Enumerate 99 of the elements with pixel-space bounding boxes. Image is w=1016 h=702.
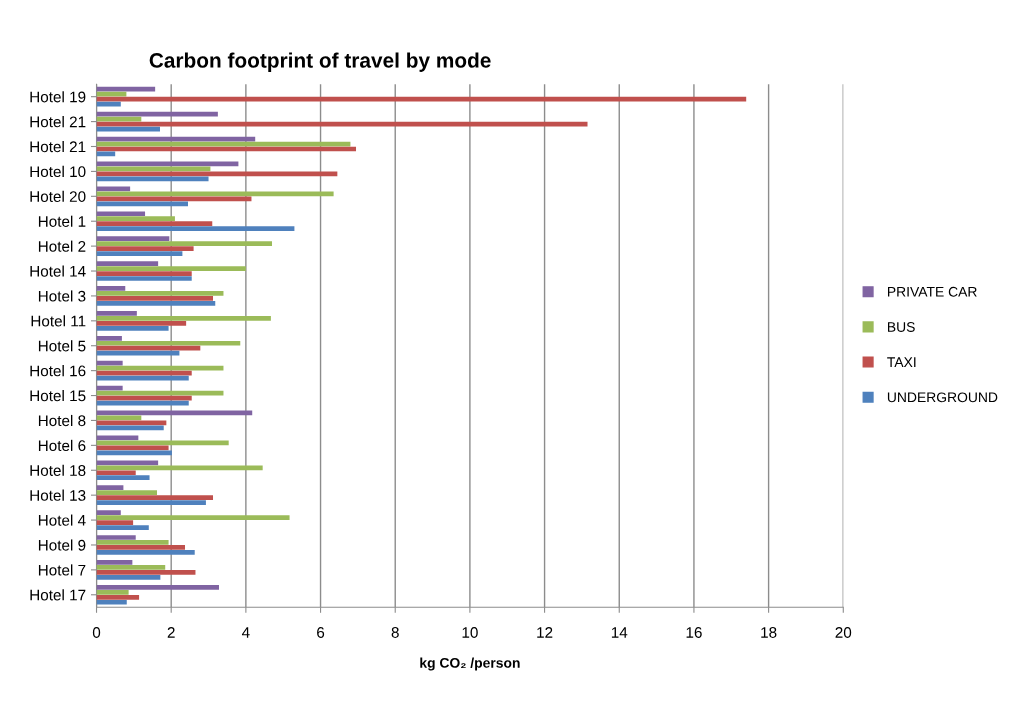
x-tick-label: 4 xyxy=(241,627,250,638)
y-tick-label: Hotel 18 xyxy=(30,464,86,476)
bar xyxy=(96,335,122,341)
bar xyxy=(96,450,172,456)
y-tick-label: Hotel 4 xyxy=(38,514,86,526)
bar xyxy=(96,365,224,371)
bar xyxy=(96,186,131,192)
y-tick-label: Hotel 3 xyxy=(38,290,86,302)
bar xyxy=(96,320,187,326)
bar xyxy=(96,445,169,451)
bar xyxy=(96,599,127,605)
bar xyxy=(96,485,124,491)
bar xyxy=(96,216,175,222)
bar xyxy=(96,221,213,227)
bar xyxy=(96,241,273,246)
y-tick-label: Hotel 15 xyxy=(30,390,86,402)
bar xyxy=(96,470,136,476)
bar xyxy=(96,91,127,97)
x-tick-label: 18 xyxy=(761,627,777,638)
x-tick-label: 10 xyxy=(462,627,478,638)
bar xyxy=(96,191,334,197)
bar xyxy=(96,261,159,266)
x-tick-label: 14 xyxy=(611,627,628,638)
bar xyxy=(96,510,121,515)
y-tick-label: Hotel 2 xyxy=(38,240,86,252)
x-tick-label: 0 xyxy=(92,627,101,638)
x-tick-label: 2 xyxy=(167,627,175,638)
y-tick-label: Hotel 5 xyxy=(38,340,86,352)
bar xyxy=(96,301,216,306)
bar xyxy=(96,196,252,202)
y-tick-label: Hotel 21 xyxy=(30,140,86,153)
y-tick-label: Hotel 1 xyxy=(38,215,86,227)
bar xyxy=(96,515,290,520)
bar xyxy=(96,310,137,316)
x-axis-title: kg CO₂ /person xyxy=(420,657,520,671)
bar xyxy=(96,101,121,107)
y-tick-label: Hotel 6 xyxy=(38,439,86,452)
bar xyxy=(96,550,195,555)
bar xyxy=(96,584,219,590)
bar xyxy=(96,350,180,356)
bar xyxy=(96,545,186,550)
x-tick-label: 8 xyxy=(391,627,399,638)
bar xyxy=(96,565,166,570)
y-tick-label: Hotel 7 xyxy=(38,564,86,576)
bar xyxy=(96,460,159,466)
bar xyxy=(96,325,169,331)
x-tick-label: 16 xyxy=(686,627,702,638)
bar xyxy=(96,315,271,321)
y-tick-label: Hotel 13 xyxy=(30,489,86,501)
y-tick-label: Hotel 17 xyxy=(30,589,86,601)
bar xyxy=(96,286,126,291)
y-tick-label: Hotel 21 xyxy=(30,116,86,128)
bar xyxy=(96,500,206,505)
bar xyxy=(96,296,214,301)
bar xyxy=(96,360,123,366)
x-tick-label: 6 xyxy=(317,627,325,638)
bar xyxy=(96,345,201,351)
y-tick-label: Hotel 19 xyxy=(30,91,86,103)
bar xyxy=(96,475,150,481)
bar xyxy=(96,201,188,207)
y-tick-label: Hotel 9 xyxy=(38,539,86,551)
bar xyxy=(96,96,747,102)
bar xyxy=(96,525,149,530)
y-tick-label: Hotel 10 xyxy=(30,165,86,178)
bar xyxy=(96,246,194,251)
bar xyxy=(96,520,134,525)
y-tick-label: Hotel 11 xyxy=(31,315,86,327)
bar xyxy=(96,594,140,600)
x-tick-label: 12 xyxy=(537,627,553,638)
y-tick-label: Hotel 16 xyxy=(30,365,86,377)
y-tick-label: Hotel 20 xyxy=(30,190,86,202)
legend-label: PRIVATE CAR xyxy=(888,286,977,297)
chart-title: Carbon footprint of travel by mode xyxy=(149,52,491,72)
legend-label: UNDERGROUND xyxy=(887,392,998,403)
bar xyxy=(96,560,133,565)
bar xyxy=(96,236,170,242)
bar xyxy=(96,465,263,471)
bar xyxy=(96,86,156,92)
bar xyxy=(96,340,241,346)
bar xyxy=(96,440,229,446)
bar xyxy=(96,211,146,217)
bar xyxy=(96,495,214,501)
bar xyxy=(96,570,196,575)
bar xyxy=(96,589,129,595)
bar xyxy=(96,271,192,276)
bar xyxy=(96,540,169,545)
bar xyxy=(96,490,158,496)
y-tick-label: Hotel 14 xyxy=(30,265,86,277)
bar xyxy=(96,291,224,296)
bar xyxy=(96,574,161,580)
bar xyxy=(96,535,136,540)
legend-label: BUS xyxy=(888,322,915,332)
x-tick-label: 20 xyxy=(835,627,852,638)
y-tick-label: Hotel 8 xyxy=(38,414,86,427)
legend-label: TAXI xyxy=(887,357,916,367)
bar xyxy=(96,276,192,281)
bar xyxy=(96,226,295,232)
bar xyxy=(96,266,246,271)
bar xyxy=(96,251,183,256)
